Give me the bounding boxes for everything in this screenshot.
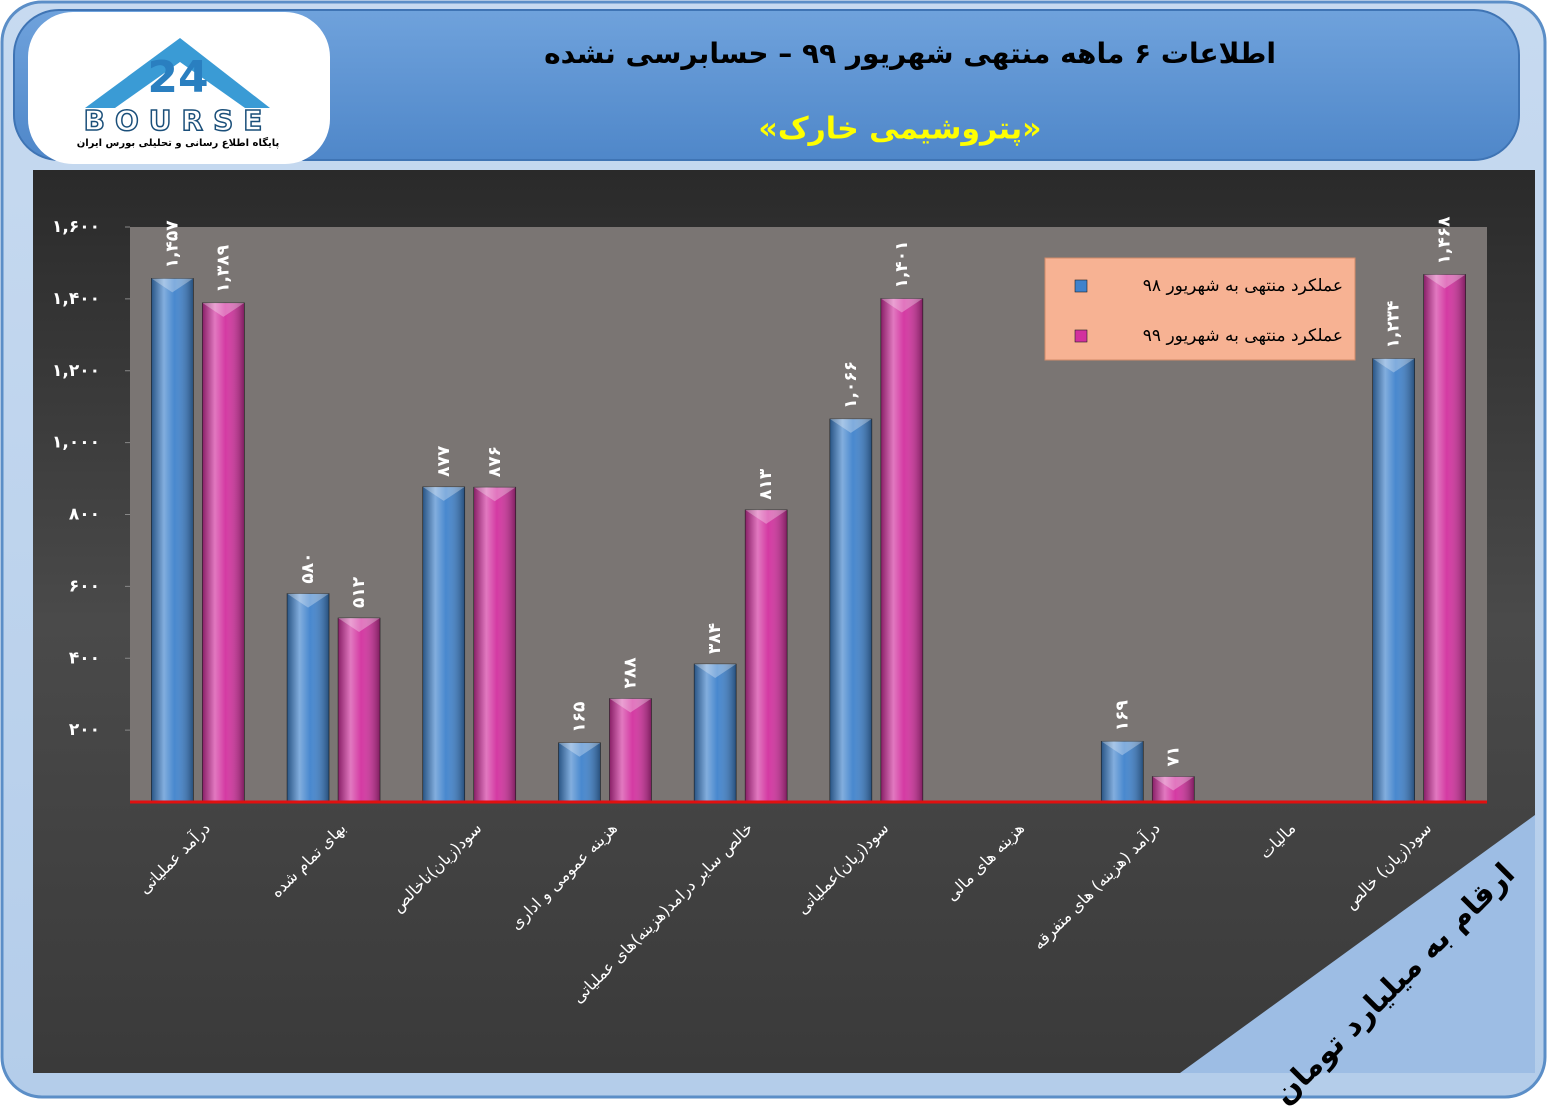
- bar-cap: [338, 618, 381, 632]
- bar-shine: [473, 487, 516, 802]
- bar-shine: [609, 698, 652, 802]
- bar-shine: [745, 509, 788, 802]
- value-label: ۸۷۷: [434, 445, 454, 477]
- logo-text: BOURSE: [84, 104, 273, 137]
- value-label: ۲۸۸: [620, 657, 640, 689]
- bar-shine: [1101, 741, 1144, 802]
- y-tick-label: ۸۰۰: [69, 505, 100, 525]
- value-label: ۳۸۴: [705, 623, 725, 654]
- bar-cap: [1372, 358, 1415, 373]
- bar-cap: [829, 418, 872, 433]
- bar-shine: [202, 302, 245, 802]
- y-tick-label: ۶۰۰: [69, 576, 100, 596]
- y-tick-label: ۱,۶۰۰: [52, 217, 100, 237]
- bar-cap: [694, 664, 737, 678]
- bar-shine: [558, 742, 601, 802]
- value-label: ۱۶۵: [569, 702, 589, 733]
- bar-cap: [1152, 776, 1195, 791]
- value-label: ۱,۳۸۹: [213, 244, 233, 293]
- unit-corner: [1180, 815, 1535, 1073]
- bar-cap: [880, 298, 923, 313]
- y-tick-label: ۱,۲۰۰: [52, 361, 100, 381]
- y-tick-label: ۱,۴۰۰: [52, 289, 100, 309]
- bar-cap: [422, 486, 465, 501]
- legend-swatch: [1074, 329, 1088, 343]
- bar-cap: [473, 487, 516, 502]
- bar-cap: [609, 698, 652, 713]
- value-label: ۱,۲۳۴: [1384, 301, 1404, 349]
- bar-shine: [1152, 776, 1195, 802]
- legend-swatch: [1074, 279, 1088, 293]
- bar-cap: [151, 278, 194, 293]
- bar-cap: [1423, 274, 1466, 289]
- legend-label: عملکرد منتهی به شهریور ۹۹: [1143, 326, 1343, 346]
- bar-shine: [694, 664, 737, 802]
- header-band: [13, 9, 1520, 161]
- bar-shine: [829, 418, 872, 802]
- value-label: ۵۸۰: [298, 552, 318, 583]
- bar-shine: [287, 593, 330, 802]
- bar-shine: [1423, 274, 1466, 802]
- value-label: ۱۶۹: [1112, 700, 1132, 732]
- bar-shine: [338, 618, 381, 802]
- y-tick-label: ۴۰۰: [69, 648, 100, 668]
- logo-shape: [85, 38, 270, 108]
- value-label: ۱,۴۶۸: [1435, 216, 1455, 265]
- value-label: ۱,۴۰۱: [892, 241, 912, 289]
- bar-cap: [558, 742, 601, 757]
- y-tick-label: ۲۰۰: [69, 720, 100, 740]
- bar-shine: [151, 278, 194, 802]
- value-label: ۱,۰۶۶: [841, 361, 861, 409]
- legend-label: عملکرد منتهی به شهریور ۹۸: [1143, 276, 1343, 296]
- bar-cap: [745, 509, 788, 524]
- value-label: ۱,۴۵۷: [162, 220, 182, 269]
- bar-shine: [422, 486, 465, 802]
- logo-mark: 24: [147, 52, 208, 103]
- bar-cap: [287, 593, 330, 608]
- bar-shine: [880, 298, 923, 802]
- logo-box: [28, 12, 330, 164]
- logo-tagline: پایگاه اطلاع رسانی و تحلیلی بورس ایران: [77, 136, 280, 149]
- chart-subtitle: «پتروشیمی خارک»: [758, 112, 1041, 147]
- value-label: ۸۷۶: [485, 446, 505, 477]
- value-label: ۵۱۲: [349, 576, 369, 608]
- bar-cap: [1101, 741, 1144, 756]
- chart-title: اطلاعات ۶ ماهه منتهی شهریور ۹۹ – حسابرسی…: [544, 37, 1276, 70]
- bar-cap: [202, 302, 245, 317]
- legend-box: [1044, 257, 1356, 361]
- value-label: ۷۱: [1163, 746, 1183, 767]
- value-label: ۸۱۳: [756, 468, 776, 500]
- bar-shine: [1372, 358, 1415, 802]
- y-tick-label: ۱,۰۰۰: [52, 433, 100, 453]
